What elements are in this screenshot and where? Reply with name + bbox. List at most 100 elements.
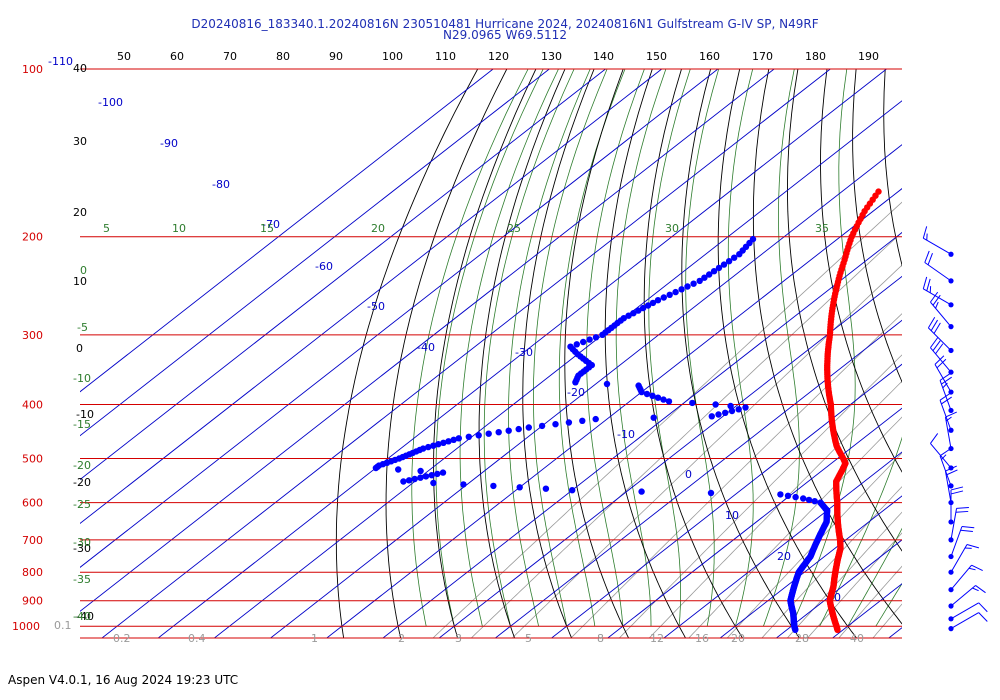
isotherm [776,539,902,638]
dewpoint-point [440,439,447,446]
dewpoint-point [805,496,813,504]
wind-barb-flag [978,602,988,613]
wind-barb-station [948,445,954,452]
moist-adiabat-label: 20 [371,222,385,235]
wind-barb-station [948,519,954,525]
top-isotherm-label: 190 [858,50,879,63]
wind-barb-flag [933,322,941,334]
mixing-ratio-label: 16 [695,632,709,645]
dewpoint-point [599,331,606,338]
mixing-ratio-line [512,264,902,638]
moist-adiabat [459,69,559,627]
dewpoint-point [400,478,407,485]
dry-adiabat-label: 0 [76,342,83,355]
dewpoint-point [735,406,742,413]
moist-adiabat [508,69,591,627]
dewpoint-point [592,415,599,423]
wind-barb-station [948,251,954,257]
isotherm [270,144,902,638]
mixing-ratio-label: 0.2 [113,632,131,645]
moist-adiabat [558,69,626,627]
pressure-label: 300 [22,329,43,342]
wind-barb-flag [930,433,939,444]
isotherm-label: -20 [567,386,585,399]
dewpoint-point [811,498,818,505]
dewpoint-point [573,341,580,348]
wind-barb-flag [941,376,952,385]
mixing-ratio-line [648,380,902,638]
wind-barb-staff [950,612,979,630]
wind-barb-flag [945,411,957,418]
dewpoint-point [580,338,587,346]
dewpoint-point [372,464,380,472]
wind-barb-flag [960,529,973,533]
dewpoint-point [417,467,424,475]
wind-barb-staff [950,526,963,557]
top-isotherm-label: 140 [593,50,614,63]
isotherm [888,627,902,638]
moist-adiabat [685,69,720,627]
dewpoint-point [672,288,679,296]
moist-adiabat-label: 0 [80,264,87,277]
isotherm [607,407,902,638]
wind-barb-flag [934,355,945,365]
dry-adiabat [820,69,902,473]
isotherm [80,69,775,612]
wind-barb-station [948,626,954,632]
top-isotherm-label: 180 [805,50,826,63]
dewpoint-point [569,487,576,494]
wind-barb-flag [941,396,952,405]
dry-adiabat-label: 10 [73,275,87,288]
dewpoint-point [434,470,441,478]
isotherm-label: 20 [777,550,791,563]
dewpoint-point [405,477,413,484]
top-isotherm-label: 70 [223,50,237,63]
pressure-label: 600 [22,497,43,510]
wind-barb-flag [939,373,951,381]
mixing-ratio-line [761,486,902,638]
wind-barb-flag [975,585,986,594]
dewpoint-point [430,479,437,487]
top-isotherm-label: 150 [646,50,667,63]
wind-barb-flag [932,294,941,306]
dewpoint-point [439,469,447,476]
wind-barb-staff [950,508,958,540]
mixing-ratio-line [872,603,902,638]
dewpoint-point [515,425,522,433]
dewpoint-point [715,264,723,272]
dewpoint-point [654,297,662,304]
wind-barb-staff [939,380,952,411]
wind-barb-staff [923,237,952,255]
mixing-ratio-label: 2 [398,632,405,645]
dewpoint-point [684,283,691,290]
dewpoint-point [728,407,736,415]
dry-adiabat [335,69,479,638]
mixing-ratio-line [471,231,902,638]
isotherm-label: 0 [685,468,692,481]
chart-title: D20240816_183340.1.20240816N 230510481 H… [160,18,850,41]
dewpoint-point [708,413,715,420]
dewpoint-point [712,401,719,408]
dewpoint-point [525,424,532,431]
wind-barb-flag [945,469,958,476]
dewpoint-point [727,402,734,410]
isotherm [157,69,887,638]
wind-barb-flag [956,506,969,509]
mixing-ratio-lines [432,201,902,638]
dewpoint-point [649,392,656,399]
wind-barb-staff [939,400,952,431]
dewpoint-point [460,481,467,488]
dewpoint-point [707,489,715,497]
wind-barb-flag [941,454,947,460]
top-isotherm-label: 90 [329,50,343,63]
mixing-ratio-label: 20 [731,632,745,645]
wind-barb-flag [930,291,939,303]
dewpoint-point [643,390,651,398]
mixing-ratio-label: 5 [525,632,532,645]
moist-adiabat [615,69,667,627]
dewpoint-point [445,438,452,445]
isotherm [832,583,902,638]
dry-adiabat-label: 30 [73,135,87,148]
dewpoint-profile [372,235,831,633]
dewpoint-point [542,485,550,492]
